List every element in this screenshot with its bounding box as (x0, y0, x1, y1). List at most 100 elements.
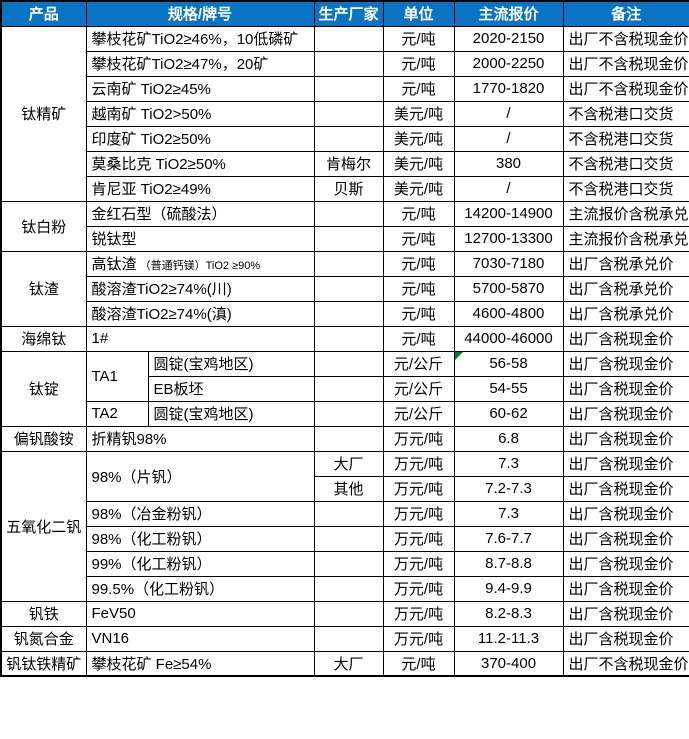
cell-note: 主流报价含税承兑 (562, 200, 689, 227)
cell-note: 出厂含税现金价 (562, 550, 689, 577)
table-row: 攀枝花矿TiO2≥47%，20矿 元/吨 2000-2250 出厂不含税现金价 (1, 50, 689, 77)
cell-note: 出厂含税承兑价 (562, 250, 689, 277)
table-header: 产品 规格/牌号 生产厂家 单位 主流报价 备注 (0, 0, 689, 27)
cell-mfr (313, 200, 384, 227)
cell-product: 偏钒酸铵 (0, 425, 87, 452)
cell-unit: 元/吨 (382, 225, 455, 252)
cell-product: 钛渣 (0, 250, 87, 327)
cell-spec: 越南矿 TiO2>50% (85, 100, 315, 127)
cell-unit: 元/吨 (382, 25, 455, 52)
table-row: 钛锭 TA1 圆锭(宝鸡地区) 元/公斤 56-58 出厂含税现金价 (0, 350, 689, 427)
table-row: 酸溶渣TiO2≥74%(滇) 元/吨 4600-4800 出厂含税承兑价 (1, 300, 689, 327)
cell-price: 2000-2250 (453, 50, 564, 77)
header-unit: 单位 (382, 0, 455, 27)
cell-note: 出厂不含税现金价 (562, 650, 689, 677)
cell-spec: 印度矿 TiO2≥50% (85, 125, 315, 152)
table-row: 98%（化工粉钒） 万元/吨 7.6-7.7 出厂含税现金价 (1, 525, 689, 552)
cell-unit: 万元/吨 (382, 525, 455, 552)
cell-spec: 98%（化工粉钒） (85, 525, 315, 552)
cell-mfr: 贝斯 (313, 175, 384, 202)
cell-note: 出厂含税现金价 (562, 600, 689, 627)
cell-product: 钒铁 (0, 600, 87, 627)
cell-spec: 酸溶渣TiO2≥74%(滇) (85, 300, 315, 327)
cell-spec: 金红石型（硫酸法） (85, 200, 315, 227)
cell-mfr (313, 525, 384, 552)
table-row: 钛渣 高钛渣 （普通钙镁）TiO2 ≥90% 元/吨 7030-7180 出厂含税承兑价 (0, 250, 689, 327)
cell-mfr (313, 500, 384, 527)
cell-price: 7030-7180 (453, 250, 564, 277)
cell-spec: 莫桑比克 TiO2≥50% (85, 150, 315, 177)
price-table: 产品 规格/牌号 生产厂家 单位 主流报价 备注 钛精矿 攀枝花矿TiO2≥46%，10低磷… (0, 0, 689, 677)
cell-note: 不含税港口交货 (562, 100, 689, 127)
cell-specA: TA2 (85, 400, 149, 427)
cell-price: 4600-4800 (453, 300, 564, 327)
cell-unit: 元/吨 (382, 50, 455, 77)
cell-specA: TA1 (85, 350, 149, 402)
cell-mfr (313, 375, 384, 402)
cell-unit: 万元/吨 (382, 450, 455, 477)
cell-product: 钛精矿 (0, 25, 87, 202)
cell-product: 钛锭 (0, 350, 87, 427)
cell-note: 出厂含税现金价 (562, 375, 689, 402)
spec-small-text: （普通钙镁）TiO2 ≥90% (136, 260, 261, 272)
cell-mfr (313, 425, 384, 452)
table-row: 偏钒酸铵 折精钒98% 万元/吨 6.8 出厂含税现金价 (0, 425, 689, 452)
cell-mfr (313, 50, 384, 77)
cell-unit: 美元/吨 (382, 125, 455, 152)
cell-price: 6.8 (453, 425, 564, 452)
cell-price: / (453, 175, 564, 202)
table-row: 锐钛型 元/吨 12700-13300 主流报价含税承兑 (1, 225, 689, 252)
cell-unit: 美元/吨 (382, 100, 455, 127)
cell-unit: 元/吨 (382, 325, 455, 352)
cell-price: 7.6-7.7 (453, 525, 564, 552)
cell-spec: 1# (85, 325, 315, 352)
cell-unit: 万元/吨 (382, 475, 455, 502)
cell-unit: 元/吨 (382, 250, 455, 277)
cell-spec: 肯尼亚 TiO2≥49% (85, 175, 315, 202)
table-row: 五氧化二钒 98%（片钒） 大厂 万元/吨 7.3 出厂含税现金价 (0, 450, 689, 602)
cell-unit: 元/公斤 (382, 400, 455, 427)
header-product: 产品 (0, 0, 87, 27)
cell-unit: 万元/吨 (382, 425, 455, 452)
page: 产品 规格/牌号 生产厂家 单位 主流报价 备注 钛精矿 攀枝花矿TiO2≥46%，10低磷… (0, 0, 689, 677)
header-spec: 规格/牌号 (85, 0, 315, 27)
cell-price: 370-400 (453, 650, 564, 677)
cell-price: 7.2-7.3 (453, 475, 564, 502)
header-price: 主流报价 (453, 0, 564, 27)
cell-note: 出厂含税现金价 (562, 500, 689, 527)
cell-unit: 元/公斤 (382, 350, 455, 377)
cell-unit: 美元/吨 (382, 150, 455, 177)
cell-price: 9.4-9.9 (453, 575, 564, 602)
comment-marker-icon (455, 352, 463, 360)
table-row: 印度矿 TiO2≥50% 美元/吨 / 不含税港口交货 (1, 125, 689, 152)
cell-spec: FeV50 (85, 600, 315, 627)
cell-price: 54-55 (453, 375, 564, 402)
cell-price: / (453, 125, 564, 152)
cell-note: 出厂含税承兑价 (562, 275, 689, 302)
cell-spec: 云南矿 TiO2≥45% (85, 75, 315, 102)
table-row: 钛精矿 攀枝花矿TiO2≥46%，10低磷矿 元/吨 2020-2150 出厂不含税现金… (0, 25, 689, 202)
table-row: 越南矿 TiO2>50% 美元/吨 / 不含税港口交货 (1, 100, 689, 127)
table-row: 钒铁 FeV50 万元/吨 8.2-8.3 出厂含税现金价 (0, 600, 689, 627)
cell-note: 出厂含税承兑价 (562, 300, 689, 327)
cell-unit: 元/吨 (382, 650, 455, 677)
cell-price: 1770-1820 (453, 75, 564, 102)
cell-mfr (313, 625, 384, 652)
cell-note: 出厂含税现金价 (562, 525, 689, 552)
cell-note: 出厂含税现金价 (562, 350, 689, 377)
cell-price: 8.7-8.8 (453, 550, 564, 577)
cell-mfr (313, 250, 384, 277)
cell-note: 不含税港口交货 (562, 125, 689, 152)
table-body: 钛精矿 攀枝花矿TiO2≥46%，10低磷矿 元/吨 2020-2150 出厂不含税现金… (0, 25, 689, 677)
cell-price: 2020-2150 (453, 25, 564, 52)
cell-specB: 圆锭(宝鸡地区) (147, 400, 315, 427)
cell-unit: 元/吨 (382, 300, 455, 327)
header-mfr: 生产厂家 (313, 0, 384, 27)
cell-note: 出厂含税现金价 (562, 425, 689, 452)
cell-product: 钛白粉 (0, 200, 87, 252)
cell-mfr (313, 300, 384, 327)
cell-price: 12700-13300 (453, 225, 564, 252)
table-row: 99%（化工粉钒） 万元/吨 8.7-8.8 出厂含税现金价 (1, 550, 689, 577)
cell-spec: 攀枝花矿 Fe≥54% (85, 650, 315, 677)
table-row: 肯尼亚 TiO2≥49% 贝斯 美元/吨 / 不含税港口交货 (1, 175, 689, 202)
